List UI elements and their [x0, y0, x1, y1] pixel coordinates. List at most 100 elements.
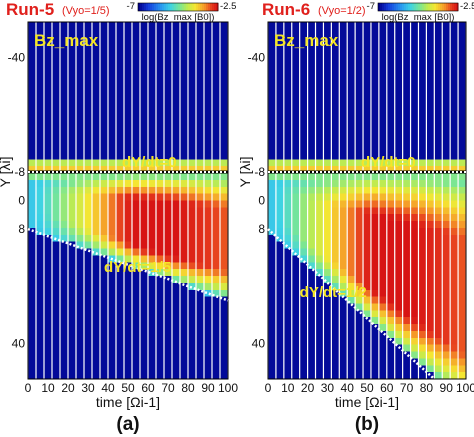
- heatmap-cell: [347, 365, 356, 373]
- heatmap-cell: [378, 97, 388, 105]
- heatmap-cell: [164, 166, 173, 174]
- heatmap-cell: [394, 131, 404, 140]
- heatmap-cell: [68, 186, 77, 195]
- heatmap-cell: [275, 159, 285, 167]
- heatmap-cell: [386, 241, 396, 250]
- heatmap-cell: [283, 372, 293, 380]
- heatmap-cell: [124, 282, 133, 291]
- heatmap-cell: [124, 22, 133, 30]
- heatmap-cell: [172, 310, 181, 318]
- heatmap-cell: [196, 35, 205, 44]
- colorbar-segment: [396, 3, 399, 11]
- heatmap-cell: [148, 310, 157, 318]
- heatmap-cell: [220, 124, 229, 133]
- heatmap-cell: [148, 22, 157, 30]
- heatmap-cell: [386, 351, 396, 360]
- heatmap-cell: [410, 262, 420, 270]
- heatmap-cell: [355, 282, 364, 291]
- heatmap-cell: [442, 42, 451, 51]
- heatmap-cell: [323, 90, 332, 99]
- colorbar-segment: [190, 3, 193, 11]
- heatmap-cell: [323, 241, 332, 250]
- heatmap-cell: [28, 310, 37, 318]
- heatmap-cell: [307, 241, 317, 250]
- heatmap-cell: [188, 296, 197, 305]
- heatmap-cell: [220, 310, 229, 318]
- heatmap-cell: [156, 22, 165, 30]
- heatmap-cell: [100, 70, 109, 78]
- heatmap-cell: [291, 351, 301, 360]
- heatmap-cell: [434, 186, 443, 195]
- heatmap-cell: [275, 28, 285, 37]
- heatmap-cell: [188, 372, 197, 380]
- heatmap-cell: [84, 70, 93, 78]
- heatmap-cell: [347, 118, 356, 126]
- heatmap-cell: [76, 152, 85, 160]
- heatmap-cell: [339, 221, 348, 229]
- heatmap-cell: [283, 310, 293, 318]
- heatmap-cell: [132, 152, 141, 160]
- heatmap-cell: [347, 337, 356, 346]
- heatmap-cell: [418, 262, 427, 270]
- colorbar-segment: [180, 3, 183, 11]
- heatmap-cell: [44, 111, 53, 119]
- heatmap-cell: [172, 372, 181, 380]
- x-tick-label: 60: [380, 381, 394, 395]
- y-axis-label: Y [λi]: [0, 157, 13, 188]
- heatmap-cell: [172, 42, 181, 51]
- heatmap-cell: [212, 35, 221, 44]
- heatmap-cell: [418, 351, 427, 360]
- heatmap-cell: [52, 104, 61, 112]
- heatmap-cell: [450, 372, 459, 380]
- heatmap-cell: [410, 324, 420, 332]
- heatmap-cell: [76, 255, 85, 263]
- heatmap-cell: [315, 49, 325, 57]
- heatmap-cell: [283, 282, 293, 291]
- heatmap-cell: [299, 145, 309, 154]
- heatmap-cell: [76, 63, 85, 71]
- heatmap-cell: [339, 70, 348, 78]
- heatmap-cell: [84, 276, 93, 284]
- heatmap-cell: [434, 35, 443, 44]
- heatmap-cell: [434, 42, 443, 51]
- heatmap-cell: [124, 124, 133, 133]
- heatmap-cell: [92, 152, 101, 160]
- heatmap-cell: [148, 358, 157, 366]
- heatmap-cell: [100, 118, 109, 126]
- heatmap-cell: [148, 83, 157, 92]
- heatmap-cell: [60, 337, 69, 346]
- heatmap-cell: [410, 303, 420, 311]
- heatmap-cell: [116, 159, 125, 167]
- heatmap-cell: [68, 248, 77, 257]
- heatmap-cell: [28, 207, 37, 215]
- heatmap-cell: [386, 49, 396, 57]
- heatmap-cell: [172, 365, 181, 373]
- colorbar-frame: [137, 2, 219, 12]
- heatmap-cell: [418, 186, 427, 195]
- heatmap-cell: [172, 227, 181, 236]
- heatmap-cell: [212, 159, 221, 167]
- heatmap-cell: [331, 90, 340, 99]
- heatmap-cell: [347, 221, 356, 229]
- heatmap-cell: [132, 35, 141, 44]
- heatmap-cell: [204, 97, 213, 105]
- heatmap-cell: [386, 104, 396, 112]
- heatmap-cell: [212, 70, 221, 78]
- heatmap-cell: [100, 262, 109, 270]
- heatmap-cell: [36, 186, 45, 195]
- heatmap-cell: [124, 255, 133, 263]
- heatmap-cell: [458, 193, 467, 202]
- heatmap-cell: [180, 97, 189, 105]
- heatmap-cell: [180, 179, 189, 188]
- heatmap-cell: [28, 337, 37, 346]
- colorbar-segment: [176, 3, 179, 11]
- heatmap-cell: [100, 310, 109, 318]
- heatmap-cell: [347, 289, 356, 298]
- heatmap-cell: [458, 227, 467, 236]
- heatmap-cell: [378, 159, 388, 167]
- heatmap-cell: [36, 351, 45, 360]
- heatmap-cell: [132, 227, 141, 236]
- heatmap-cell: [132, 111, 141, 119]
- heatmap-cell: [275, 372, 285, 380]
- heatmap-cell: [323, 152, 332, 160]
